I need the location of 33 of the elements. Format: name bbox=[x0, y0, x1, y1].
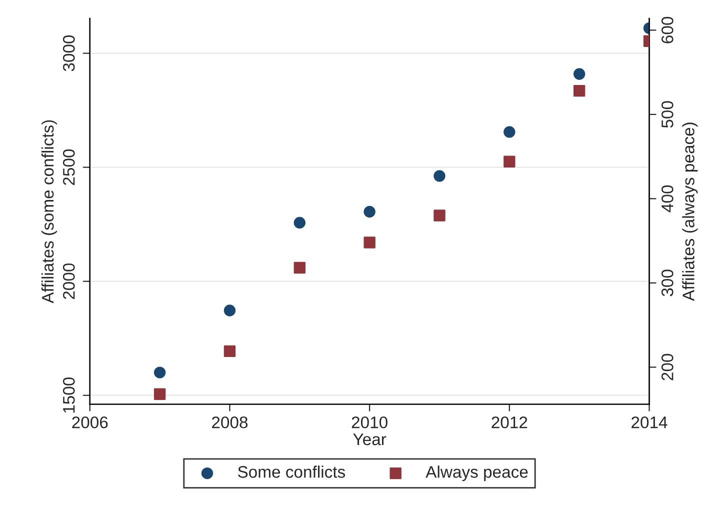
legend-label: Always peace bbox=[426, 466, 528, 482]
point bbox=[294, 262, 306, 274]
y-tick-label: 2500 bbox=[62, 149, 75, 185]
point bbox=[294, 216, 306, 229]
y2-tick-label: 500 bbox=[662, 101, 674, 128]
y-axis-title: Affiliates (some conflicts) bbox=[41, 120, 57, 304]
point bbox=[434, 210, 446, 222]
point bbox=[154, 388, 166, 400]
x-tick-label: 2008 bbox=[212, 416, 248, 428]
point bbox=[504, 156, 516, 168]
legend-label: Some conflicts bbox=[238, 466, 346, 478]
point bbox=[573, 84, 586, 97]
y2-tick-label: 400 bbox=[662, 185, 674, 212]
point bbox=[154, 366, 166, 378]
x-tick-label: 2010 bbox=[352, 416, 388, 428]
point bbox=[573, 68, 586, 80]
y-tick-label: 2000 bbox=[62, 263, 75, 300]
x-tick-label: 2006 bbox=[72, 416, 108, 428]
x-tick-label: 2012 bbox=[492, 416, 528, 428]
point bbox=[504, 126, 516, 138]
x-axis-title: Year bbox=[353, 434, 386, 446]
y2-tick-label: 200 bbox=[662, 354, 674, 380]
y-tick-label: 1500 bbox=[62, 377, 75, 413]
point bbox=[364, 206, 376, 218]
point bbox=[434, 170, 446, 182]
point bbox=[364, 236, 376, 248]
point bbox=[224, 304, 236, 316]
y2-tick-label: 600 bbox=[662, 16, 674, 44]
y-tick-label: 3000 bbox=[62, 35, 75, 72]
point bbox=[224, 345, 236, 358]
y2-axis-title: Affiliates (always peace) bbox=[682, 122, 698, 301]
y2-tick-label: 300 bbox=[662, 270, 674, 296]
x-tick-label: 2014 bbox=[632, 416, 668, 428]
